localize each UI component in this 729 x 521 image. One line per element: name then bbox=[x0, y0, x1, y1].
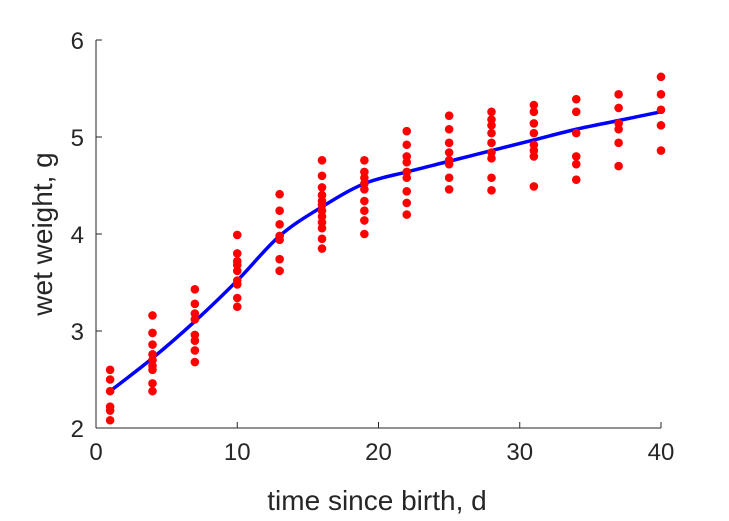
data-point bbox=[402, 152, 412, 161]
data-point bbox=[317, 234, 327, 244]
data-point bbox=[614, 138, 623, 148]
data-point bbox=[402, 198, 412, 208]
data-point bbox=[444, 185, 454, 194]
data-point bbox=[487, 128, 496, 138]
data-point bbox=[614, 103, 623, 113]
data-point bbox=[275, 220, 284, 229]
data-point bbox=[402, 187, 412, 196]
data-point bbox=[190, 284, 200, 294]
data-point bbox=[317, 155, 327, 165]
data-point bbox=[105, 375, 115, 384]
data-point bbox=[614, 161, 623, 171]
data-point bbox=[529, 119, 539, 128]
y-axis-label: wet weight, g bbox=[27, 152, 58, 316]
data-point bbox=[487, 173, 496, 183]
data-point bbox=[232, 249, 242, 258]
data-point bbox=[529, 107, 539, 117]
x-tick-label: 40 bbox=[648, 439, 675, 466]
data-point bbox=[444, 124, 454, 134]
data-point bbox=[571, 159, 581, 169]
data-points-layer bbox=[105, 72, 666, 425]
data-point bbox=[232, 302, 242, 312]
data-point bbox=[317, 244, 327, 253]
data-point bbox=[275, 231, 284, 241]
data-point bbox=[656, 146, 666, 155]
y-tick-label: 2 bbox=[71, 416, 84, 443]
x-tick-label: 0 bbox=[89, 439, 102, 466]
y-tick-label: 5 bbox=[71, 125, 84, 152]
data-point bbox=[148, 311, 157, 320]
data-point bbox=[444, 148, 454, 157]
data-point bbox=[402, 140, 412, 150]
data-point bbox=[360, 167, 369, 177]
data-point bbox=[190, 357, 200, 367]
data-point bbox=[317, 190, 327, 200]
data-point bbox=[190, 330, 200, 340]
data-point bbox=[444, 111, 454, 120]
data-point bbox=[148, 340, 157, 349]
x-axis-label: time since birth, d bbox=[267, 485, 486, 516]
data-point bbox=[571, 107, 581, 117]
data-point bbox=[656, 105, 666, 115]
data-point bbox=[444, 155, 454, 165]
data-point bbox=[487, 186, 496, 195]
data-point bbox=[275, 206, 284, 216]
data-point bbox=[444, 173, 454, 183]
data-point bbox=[529, 128, 539, 138]
data-point bbox=[105, 415, 115, 425]
data-point bbox=[402, 126, 412, 136]
data-point bbox=[148, 349, 157, 359]
y-tick-label: 3 bbox=[71, 319, 84, 346]
data-point bbox=[232, 230, 242, 240]
data-point bbox=[571, 94, 581, 104]
data-point bbox=[317, 171, 327, 181]
data-point bbox=[571, 128, 581, 138]
data-point bbox=[105, 386, 115, 396]
data-point bbox=[190, 346, 200, 355]
data-point bbox=[148, 386, 157, 396]
data-point bbox=[529, 100, 539, 110]
data-point bbox=[360, 206, 369, 216]
data-point bbox=[275, 266, 284, 276]
x-tick-label: 30 bbox=[506, 439, 533, 466]
data-point bbox=[232, 256, 242, 266]
y-tick-label: 4 bbox=[71, 222, 84, 249]
data-point bbox=[105, 402, 115, 411]
data-point bbox=[148, 379, 157, 388]
data-point bbox=[148, 328, 157, 338]
data-point bbox=[656, 121, 666, 130]
data-point bbox=[360, 216, 369, 225]
data-point bbox=[275, 189, 284, 199]
data-point bbox=[529, 182, 539, 191]
data-point bbox=[402, 167, 412, 177]
data-point bbox=[656, 90, 666, 99]
data-point bbox=[232, 293, 242, 303]
axes: 0 10 20 30 40 2 3 4 5 6 bbox=[71, 28, 675, 466]
data-point bbox=[317, 183, 327, 192]
data-point bbox=[360, 155, 369, 165]
data-point bbox=[190, 299, 200, 309]
data-point bbox=[487, 115, 496, 124]
data-point bbox=[571, 152, 581, 161]
data-point bbox=[360, 229, 369, 239]
data-point bbox=[232, 276, 242, 285]
x-tick-label: 10 bbox=[224, 439, 251, 466]
data-point bbox=[614, 90, 623, 99]
data-point bbox=[105, 365, 115, 375]
data-point bbox=[571, 175, 581, 184]
data-point bbox=[487, 148, 496, 157]
data-point bbox=[487, 138, 496, 148]
data-point bbox=[614, 119, 623, 128]
data-point bbox=[402, 210, 412, 219]
data-point bbox=[487, 107, 496, 117]
data-point bbox=[275, 254, 284, 264]
y-tick-label: 6 bbox=[71, 28, 84, 55]
data-point bbox=[444, 138, 454, 148]
data-point bbox=[360, 196, 369, 206]
data-point bbox=[656, 72, 666, 82]
data-point bbox=[190, 309, 200, 318]
x-tick-label: 20 bbox=[365, 439, 392, 466]
data-point bbox=[529, 140, 539, 150]
